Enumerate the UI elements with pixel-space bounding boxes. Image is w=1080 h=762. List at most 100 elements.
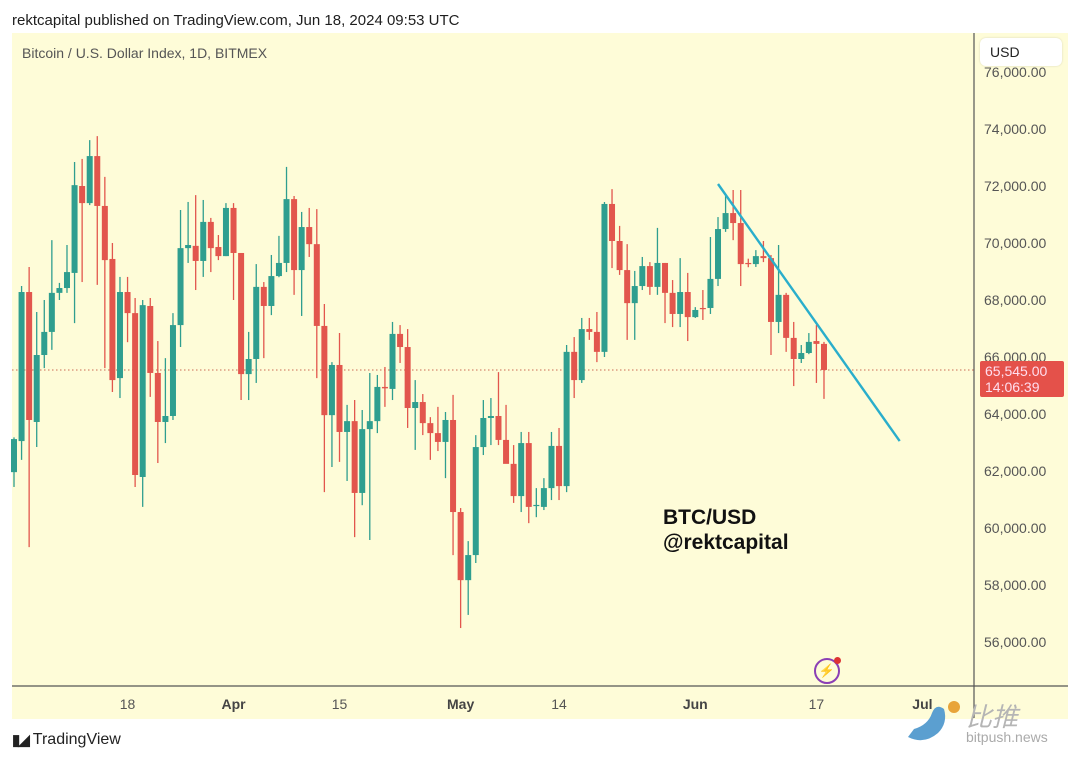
candle-body — [238, 252, 245, 375]
candle — [389, 321, 396, 401]
candle — [434, 406, 441, 452]
last-price-value: 65,545.00 — [985, 363, 1048, 379]
candle — [215, 235, 222, 261]
candle — [715, 217, 722, 287]
candle-body — [548, 445, 555, 489]
candle — [571, 337, 578, 399]
candle-body — [366, 421, 373, 430]
candle — [495, 372, 502, 446]
candle — [586, 317, 593, 340]
candle-body — [374, 386, 381, 422]
candle — [737, 189, 744, 287]
candle — [147, 298, 154, 397]
candle — [374, 374, 381, 434]
candle — [775, 244, 782, 334]
price-axis[interactable]: 76,000.00 74,000.00 72,000.00 70,000.00 68,0… — [984, 64, 1046, 650]
candle — [616, 225, 623, 275]
candle-body — [404, 347, 411, 409]
price-tick-label: 76,000.00 — [984, 64, 1046, 80]
candle — [336, 333, 343, 462]
candle-body — [253, 286, 260, 359]
candle — [563, 345, 570, 493]
candle-body — [563, 351, 570, 487]
candle-body — [450, 419, 457, 513]
currency-button[interactable]: USD — [980, 38, 1062, 66]
candle — [487, 398, 494, 446]
candle — [207, 217, 214, 273]
candle — [328, 362, 335, 468]
candle-body — [722, 213, 729, 230]
candle-body — [472, 447, 479, 556]
candle — [654, 227, 661, 295]
candle — [646, 262, 653, 295]
candle-body — [662, 262, 669, 293]
candle — [609, 189, 616, 269]
candle-body — [609, 203, 616, 242]
candle — [820, 341, 827, 399]
candle — [116, 276, 123, 399]
candle-body — [222, 207, 229, 257]
candle — [230, 203, 237, 300]
candle-body — [616, 241, 623, 271]
time-axis[interactable]: 18 Apr 15 May 14 Jun 17 Jul — [120, 696, 933, 712]
candle-body — [503, 439, 510, 464]
candle-body — [586, 329, 593, 332]
candle — [699, 290, 706, 320]
candle-body — [760, 256, 767, 259]
chart-panel[interactable] — [12, 33, 1068, 719]
candle — [730, 189, 737, 241]
candle — [154, 341, 161, 464]
candles-group — [11, 136, 827, 629]
candle — [412, 380, 419, 450]
candle — [472, 435, 479, 564]
candle — [359, 410, 366, 506]
candle — [404, 329, 411, 428]
candle-body — [116, 292, 123, 379]
candle-body — [397, 333, 404, 348]
annotation-author: @rektcapital — [663, 531, 789, 554]
candle-body — [291, 199, 298, 271]
candle-body — [71, 185, 78, 273]
candle-body — [328, 364, 335, 416]
candle — [381, 366, 388, 407]
candle — [752, 250, 759, 267]
candle — [351, 400, 358, 538]
candle — [56, 282, 63, 300]
last-price-label: 65,545.00 14:06:39 — [980, 361, 1064, 397]
lightning-bolt-icon[interactable]: ⚡ — [814, 657, 841, 684]
candle-body — [699, 307, 706, 310]
candle-body — [321, 325, 328, 416]
candle-body — [745, 262, 752, 265]
time-tick-label: 14 — [551, 696, 567, 712]
candle-body — [601, 203, 608, 352]
candle — [48, 240, 55, 350]
candle-body — [33, 355, 40, 422]
candle-body — [654, 262, 661, 287]
candle-body — [487, 415, 494, 418]
candle — [480, 400, 487, 456]
candle — [238, 252, 245, 401]
candle-body — [192, 245, 199, 261]
candle — [344, 404, 351, 481]
price-tick-label: 70,000.00 — [984, 235, 1046, 251]
price-tick-label: 56,000.00 — [984, 634, 1046, 650]
candle — [41, 300, 48, 369]
candle — [639, 256, 646, 291]
candle — [457, 508, 464, 629]
candle — [313, 209, 320, 379]
tradingview-logo[interactable]: ▮◢ TradingView — [12, 731, 121, 749]
candle-body — [313, 244, 320, 326]
candle-body — [306, 227, 313, 245]
trendline[interactable] — [717, 183, 901, 442]
candle-body — [639, 266, 646, 287]
candle — [169, 313, 176, 420]
candle-body — [11, 439, 17, 473]
candle — [268, 254, 275, 316]
candle-body — [132, 313, 139, 475]
candle-body — [646, 266, 653, 287]
price-tick-label: 60,000.00 — [984, 520, 1046, 536]
candle-body — [669, 292, 676, 314]
candle-body — [805, 341, 812, 354]
candle-body — [684, 292, 691, 318]
